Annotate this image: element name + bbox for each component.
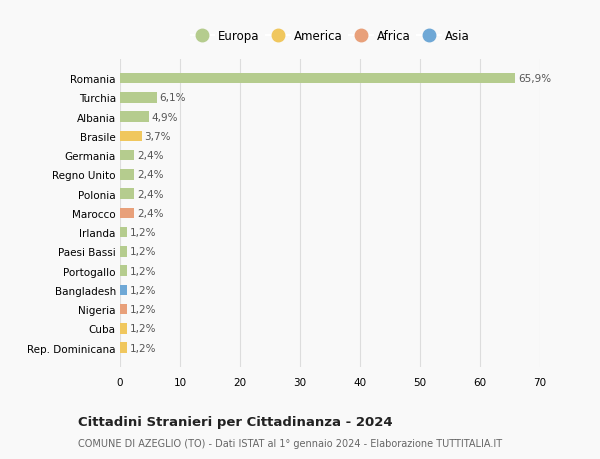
Text: 1,2%: 1,2% bbox=[130, 247, 156, 257]
Bar bbox=[120, 112, 149, 123]
Text: 2,4%: 2,4% bbox=[137, 170, 163, 180]
Text: 1,2%: 1,2% bbox=[130, 343, 156, 353]
Text: 1,2%: 1,2% bbox=[130, 324, 156, 334]
Bar bbox=[120, 266, 127, 276]
Text: COMUNE DI AZEGLIO (TO) - Dati ISTAT al 1° gennaio 2024 - Elaborazione TUTTITALIA: COMUNE DI AZEGLIO (TO) - Dati ISTAT al 1… bbox=[78, 438, 502, 448]
Bar bbox=[120, 246, 127, 257]
Text: 65,9%: 65,9% bbox=[518, 74, 551, 84]
Text: 3,7%: 3,7% bbox=[145, 132, 171, 141]
Bar bbox=[120, 304, 127, 315]
Bar bbox=[120, 324, 127, 334]
Text: Cittadini Stranieri per Cittadinanza - 2024: Cittadini Stranieri per Cittadinanza - 2… bbox=[78, 415, 392, 428]
Text: 1,2%: 1,2% bbox=[130, 228, 156, 238]
Bar bbox=[120, 93, 157, 103]
Bar bbox=[120, 343, 127, 353]
Text: 1,2%: 1,2% bbox=[130, 304, 156, 314]
Text: 2,4%: 2,4% bbox=[137, 208, 163, 218]
Bar bbox=[120, 73, 515, 84]
Text: 4,9%: 4,9% bbox=[152, 112, 178, 123]
Text: 1,2%: 1,2% bbox=[130, 266, 156, 276]
Bar bbox=[120, 131, 142, 142]
Text: 2,4%: 2,4% bbox=[137, 189, 163, 199]
Bar bbox=[120, 285, 127, 296]
Bar bbox=[120, 208, 134, 219]
Bar bbox=[120, 170, 134, 180]
Text: 6,1%: 6,1% bbox=[159, 93, 185, 103]
Bar bbox=[120, 189, 134, 200]
Bar bbox=[120, 227, 127, 238]
Legend: Europa, America, Africa, Asia: Europa, America, Africa, Asia bbox=[186, 26, 474, 48]
Text: 2,4%: 2,4% bbox=[137, 151, 163, 161]
Bar bbox=[120, 151, 134, 161]
Text: 1,2%: 1,2% bbox=[130, 285, 156, 295]
